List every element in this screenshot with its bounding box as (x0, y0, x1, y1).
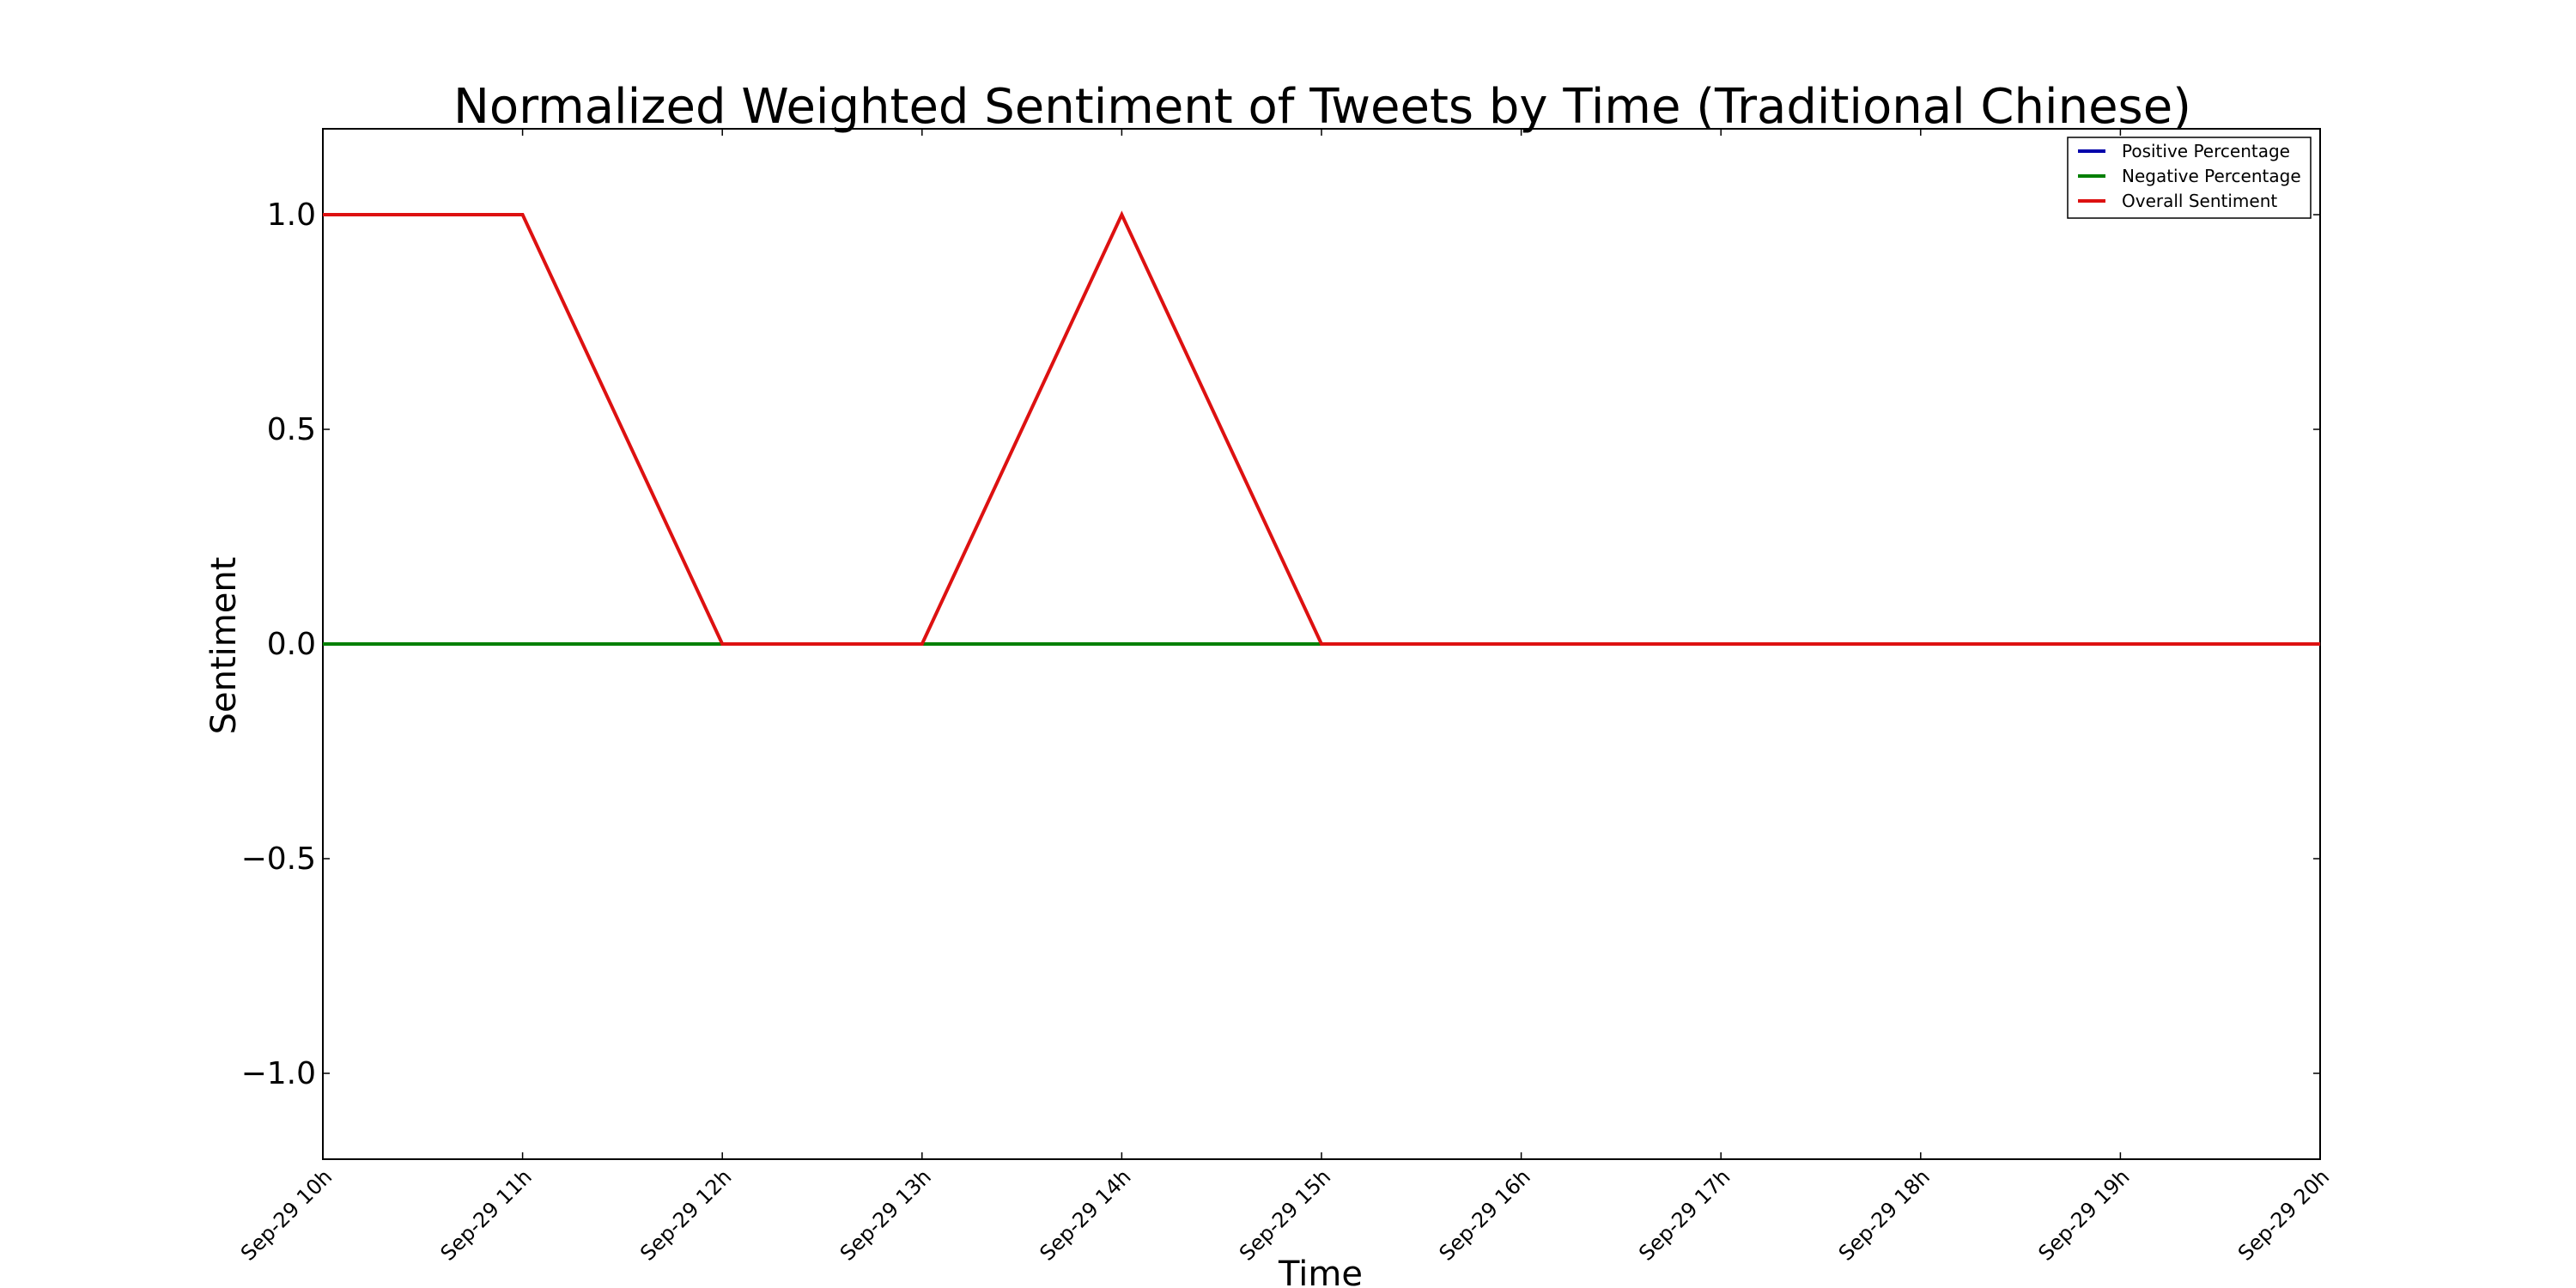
y-axis-label: Sentiment (204, 557, 244, 735)
axis-ticks (322, 129, 2321, 1159)
legend-entry-label: Overall Sentiment (2122, 191, 2277, 211)
chart-title: Normalized Weighted Sentiment of Tweets … (453, 79, 2191, 135)
y-tick-label: 1.0 (267, 197, 316, 233)
series-lines (323, 210, 2320, 646)
x-axis-label: Time (1278, 1255, 1363, 1288)
y-tick-label: 0.5 (267, 412, 316, 447)
chart-legend: Positive Percentage Negative Percentage Ov… (2067, 137, 2312, 219)
y-tick-label: −1.0 (241, 1056, 316, 1091)
legend-box (2067, 137, 2312, 219)
legend-entry-label: Negative Percentage (2122, 166, 2301, 186)
series-line-overall-sentiment (323, 210, 2320, 646)
y-tick-label: −0.5 (241, 841, 316, 877)
legend-entry-label: Positive Percentage (2122, 141, 2290, 161)
y-axis-tick-labels: 1.0 0.5 0.0 −0.5 −1.0 (241, 197, 316, 1091)
y-tick-label: 0.0 (267, 627, 316, 662)
